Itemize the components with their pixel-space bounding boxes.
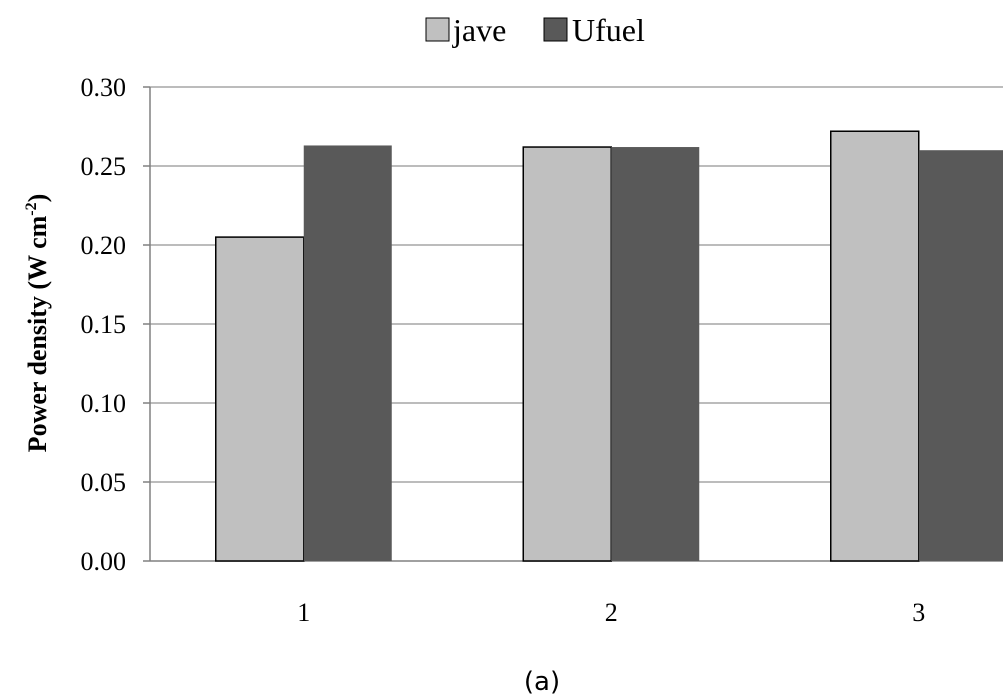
legend: jave Ufuel: [425, 12, 645, 48]
legend-label-ufuel: Ufuel: [572, 12, 645, 48]
y-tick-label: 0.05: [81, 468, 127, 497]
y-axis-title: Power density (W cm-2): [23, 194, 52, 453]
legend-item-ufuel: Ufuel: [543, 12, 645, 48]
x-tick-label: 1: [297, 598, 310, 627]
y-tick-label: 0.25: [81, 152, 127, 181]
legend-swatch-jave: [425, 17, 450, 42]
x-tick-labels: 1 2 3: [297, 598, 925, 627]
bars: [215, 130, 1003, 562]
bar-ufuel-3: [918, 150, 1003, 561]
x-tick-label: 3: [912, 598, 925, 627]
figure-caption: (a): [524, 667, 560, 697]
bar-ufuel-2: [611, 147, 700, 562]
y-tick-label: 0.00: [81, 547, 127, 576]
y-tick-label: 0.30: [81, 73, 127, 102]
bar-ufuel-1: [303, 145, 392, 561]
y-tick-label: 0.10: [81, 389, 127, 418]
bar-jave-2: [522, 146, 612, 562]
x-tick-label: 2: [605, 598, 618, 627]
legend-label-jave: jave: [452, 12, 506, 48]
y-tick-label: 0.15: [81, 310, 127, 339]
legend-item-jave: jave: [425, 12, 506, 48]
y-tick-label: 0.20: [81, 231, 127, 260]
legend-swatch-ufuel: [543, 17, 568, 42]
bar-jave-3: [830, 130, 920, 562]
y-tick-labels: 0.00 0.05 0.10 0.15 0.20 0.25 0.30: [81, 73, 127, 576]
bar-jave-1: [215, 236, 305, 562]
